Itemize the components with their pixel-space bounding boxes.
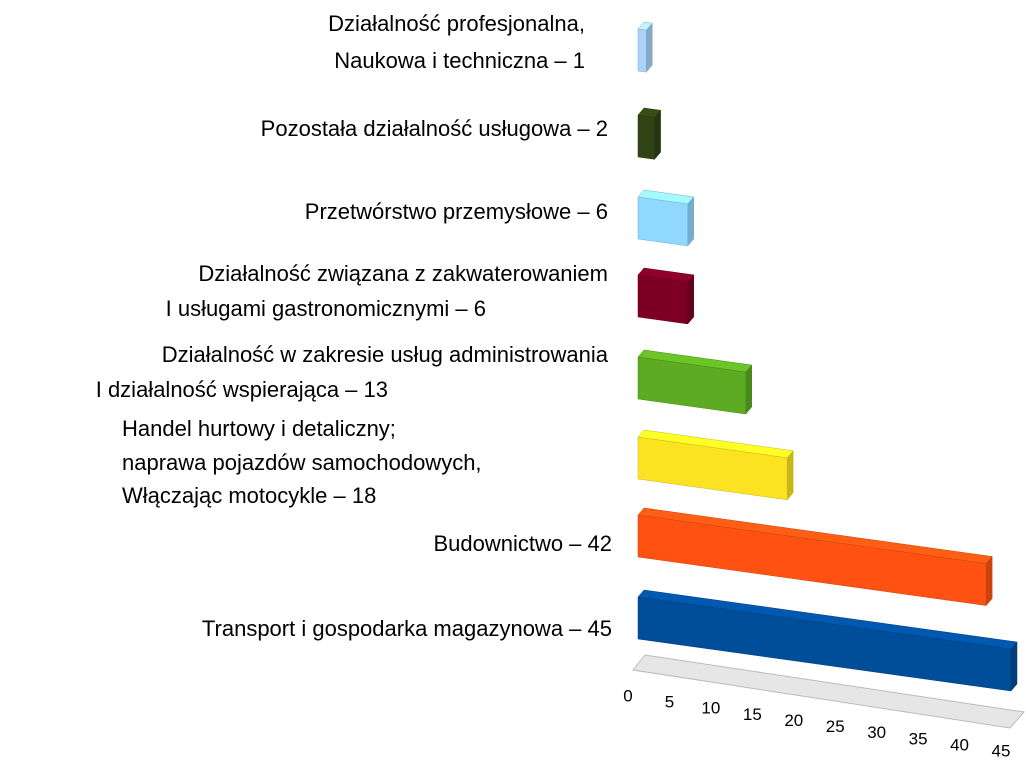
x-tick-label: 0 — [623, 686, 632, 705]
category-label: Handel hurtowy i detaliczny; — [122, 416, 396, 441]
bar — [637, 349, 753, 415]
category-label: Przetwórstwo przemysłowe – 6 — [305, 199, 608, 224]
category-label: Pozostała działalność usługowa – 2 — [261, 116, 608, 141]
bar-side — [654, 109, 661, 160]
bar-side — [985, 555, 993, 607]
bar-front — [637, 274, 688, 325]
x-tick-label: 35 — [909, 729, 928, 748]
bar-front — [637, 28, 647, 73]
bar-side — [646, 22, 653, 73]
x-tick-label: 20 — [784, 711, 803, 730]
category-label: Budownictwo – 42 — [433, 531, 612, 556]
bar-front — [637, 114, 655, 160]
bar — [637, 267, 695, 325]
category-label: naprawa pojazdów samochodowych, — [122, 450, 482, 475]
category-label: Działalność związana z zakwaterowaniem — [198, 261, 608, 286]
bar-front — [637, 196, 688, 247]
category-label: Transport i gospodarka magazynowa – 45 — [202, 616, 612, 641]
bar — [637, 507, 993, 607]
x-tick-label: 10 — [701, 699, 720, 718]
bar-side — [786, 450, 794, 501]
bar-side — [745, 364, 753, 415]
x-tick-label: 40 — [950, 735, 969, 754]
x-tick-label: 25 — [826, 717, 845, 736]
bar-front — [637, 514, 987, 606]
category-label: I usługami gastronomicznymi – 6 — [166, 296, 486, 321]
floor — [632, 654, 1025, 729]
category-label: Naukowa i techniczna – 1 — [334, 48, 585, 73]
bar — [637, 107, 662, 160]
bar — [637, 429, 794, 501]
category-label: Włączając motocykle – 18 — [122, 483, 376, 508]
bar — [637, 589, 1018, 692]
bar-side — [687, 196, 694, 247]
bar-side — [687, 274, 694, 325]
x-tick-label: 30 — [867, 723, 886, 742]
bar-side — [1010, 641, 1018, 692]
category-label: Działalność w zakresie usług administrow… — [162, 342, 609, 367]
x-tick-label: 45 — [992, 742, 1011, 761]
bar — [637, 189, 695, 247]
x-tick-label: 15 — [743, 705, 762, 724]
category-label: Działalność profesjonalna, — [328, 11, 585, 36]
bar — [637, 21, 653, 73]
category-label: I działalność wspierająca – 13 — [96, 377, 388, 402]
x-tick-label: 5 — [665, 693, 674, 712]
